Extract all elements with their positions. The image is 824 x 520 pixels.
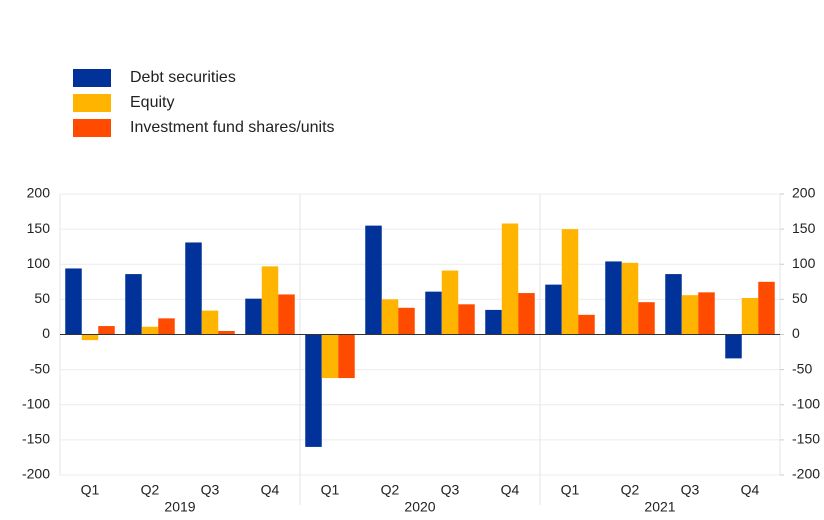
- bar: [518, 293, 535, 335]
- x-tick-label: Q3: [681, 482, 700, 498]
- y-tick-label: -200: [22, 466, 50, 482]
- legend-label: Equity: [130, 94, 174, 111]
- bar: [201, 310, 219, 335]
- bar: [485, 309, 502, 335]
- y-tick-label: 200: [27, 185, 51, 201]
- bar: [638, 302, 655, 335]
- y2-tick-label: 100: [792, 255, 816, 271]
- legend-label: Investment fund shares/units: [130, 119, 335, 136]
- group-label: 2020: [404, 499, 435, 515]
- bar: [501, 223, 519, 335]
- bar: [441, 270, 459, 335]
- bar: [278, 294, 295, 335]
- bar: [305, 334, 322, 447]
- bar: [185, 242, 202, 335]
- y-tick-label: 150: [27, 220, 51, 236]
- bar: [125, 274, 142, 335]
- x-tick-label: Q1: [321, 482, 340, 498]
- y-tick-label: 100: [27, 255, 51, 271]
- bar: [141, 326, 159, 335]
- bar: [698, 292, 715, 335]
- x-tick-label: Q4: [741, 482, 760, 498]
- y2-tick-label: 200: [792, 185, 816, 201]
- bar: [425, 291, 442, 335]
- bar: [758, 281, 775, 335]
- y-tick-label: -100: [22, 395, 50, 411]
- y2-tick-label: -100: [792, 395, 820, 411]
- y2-tick-label: -150: [792, 431, 820, 447]
- bar: [725, 334, 742, 359]
- x-tick-label: Q4: [501, 482, 520, 498]
- bar: [261, 266, 279, 335]
- x-tick-label: Q3: [201, 482, 220, 498]
- legend-label: Debt securities: [130, 69, 236, 86]
- bar: [681, 295, 699, 335]
- bar: [578, 314, 595, 335]
- bar: [665, 274, 682, 335]
- bar: [621, 262, 639, 335]
- bar: [365, 225, 382, 335]
- group-label: 2021: [644, 499, 675, 515]
- bar: [398, 307, 415, 335]
- bar: [458, 304, 475, 335]
- bar: [338, 334, 355, 379]
- bar: [561, 229, 579, 335]
- legend-swatch: [73, 94, 111, 112]
- y2-tick-label: -50: [792, 360, 812, 376]
- bar: [158, 318, 175, 335]
- y2-tick-label: 150: [792, 220, 816, 236]
- x-tick-label: Q2: [141, 482, 160, 498]
- legend-swatch: [73, 119, 111, 137]
- y-tick-label: -150: [22, 431, 50, 447]
- y-tick-label: -50: [30, 360, 50, 376]
- y-tick-label: 0: [42, 325, 50, 341]
- group-label: 2019: [164, 499, 195, 515]
- bar: [545, 284, 562, 335]
- y2-tick-label: -200: [792, 466, 820, 482]
- bar: [218, 330, 235, 335]
- bar: [381, 299, 399, 335]
- bar: [245, 298, 262, 335]
- bar: [81, 334, 99, 341]
- bar: [98, 326, 115, 335]
- legend-swatch: [73, 69, 111, 87]
- x-tick-label: Q2: [381, 482, 400, 498]
- x-tick-label: Q1: [81, 482, 100, 498]
- x-tick-label: Q1: [561, 482, 580, 498]
- bar: [741, 297, 759, 335]
- x-tick-label: Q2: [621, 482, 640, 498]
- x-tick-label: Q3: [441, 482, 460, 498]
- bar: [605, 261, 622, 335]
- y2-tick-label: 0: [792, 325, 800, 341]
- y-tick-label: 50: [34, 290, 50, 306]
- bar: [321, 334, 339, 379]
- y2-tick-label: 50: [792, 290, 808, 306]
- x-tick-label: Q4: [261, 482, 280, 498]
- bar: [65, 268, 82, 335]
